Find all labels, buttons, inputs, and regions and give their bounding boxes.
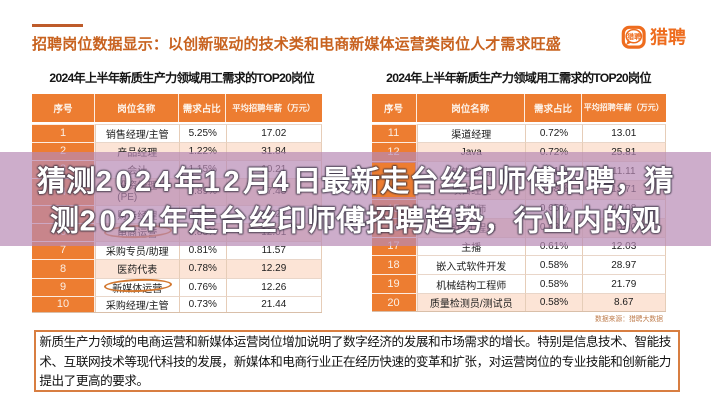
svg-text:猎聘: 猎聘	[627, 32, 641, 41]
svg-text:猜测2024年12月4日最新走台丝印师傅招聘，猜: 猜测2024年12月4日最新走台丝印师傅招聘，猜	[36, 164, 674, 198]
svg-text:猎聘: 猎聘	[650, 27, 686, 48]
svg-text:测2024年走台丝印师傅招聘趋势，行业内的观: 测2024年走台丝印师傅招聘趋势，行业内的观	[50, 203, 661, 237]
svg-text:猜测2024年12月4日最新走台丝印师傅招聘，猜: 猜测2024年12月4日最新走台丝印师傅招聘，猜	[36, 164, 674, 198]
svg-text:测2024年走台丝印师傅招聘趋势，行业内的观: 测2024年走台丝印师傅招聘趋势，行业内的观	[50, 203, 661, 237]
